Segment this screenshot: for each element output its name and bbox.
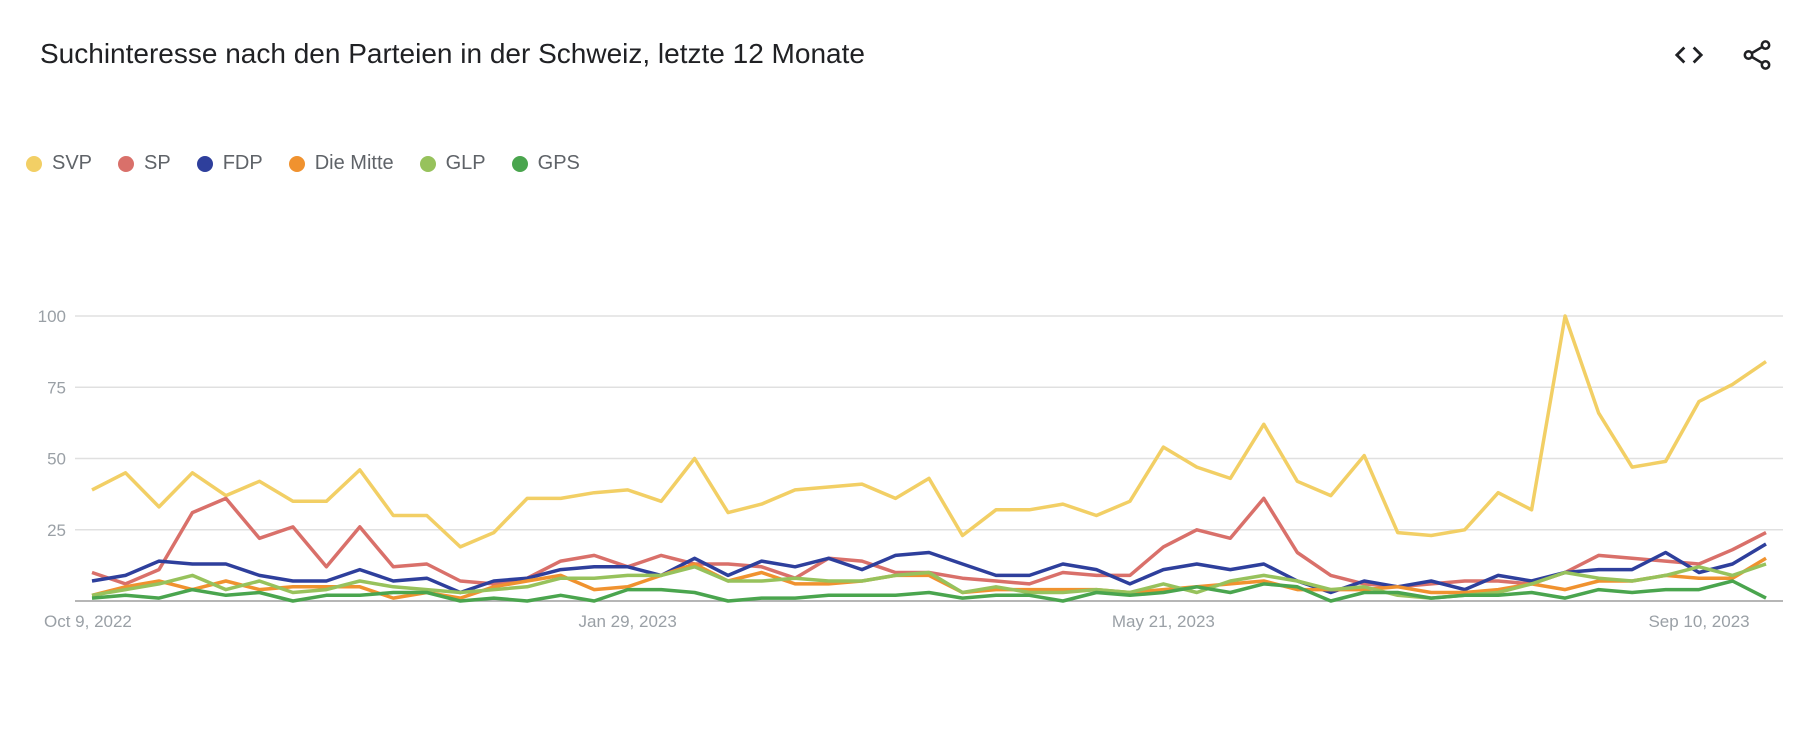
legend-item[interactable]: SVP [26, 152, 92, 175]
x-tick-label: Jan 29, 2023 [579, 612, 677, 631]
x-tick-label: Oct 9, 2022 [44, 612, 132, 631]
legend-item[interactable]: FDP [196, 152, 263, 175]
series-line-fdp [91, 542, 1767, 595]
legend-label: GLP [445, 152, 486, 174]
page-title: Suchinteresse nach den Parteien in der S… [40, 38, 865, 69]
toolbar [1672, 38, 1774, 72]
legend-label: GPS [537, 152, 580, 174]
legend-item[interactable]: GPS [511, 152, 580, 175]
legend-label: SVP [52, 152, 93, 174]
legend-item[interactable]: SP [118, 152, 171, 175]
legend-dot-icon [196, 155, 213, 172]
legend-dot-icon [118, 155, 135, 172]
legend-dot-icon [288, 155, 305, 172]
legend-item[interactable]: GLP [419, 152, 486, 175]
series-line-gps [91, 579, 1767, 603]
legend-label: Die Mitte [314, 152, 394, 174]
y-tick-label: 50 [47, 450, 66, 469]
series-line-svp [91, 314, 1767, 549]
legend-dot-icon [419, 155, 436, 172]
legend: SVP SP FDP Die Mitte GLP GPS [26, 152, 580, 175]
y-tick-label: 75 [47, 378, 66, 397]
x-tick-label: May 21, 2023 [1112, 612, 1215, 631]
code-icon[interactable] [1672, 38, 1706, 72]
legend-label: FDP [222, 152, 263, 174]
x-tick-label: Sep 10, 2023 [1648, 612, 1749, 631]
series-line-glp [91, 562, 1767, 600]
y-tick-label: 25 [47, 521, 66, 540]
y-tick-label: 100 [38, 307, 66, 326]
legend-dot-icon [26, 155, 42, 172]
share-icon[interactable] [1740, 38, 1774, 72]
series-line-die-mitte [91, 556, 1767, 600]
legend-label: SP [144, 152, 171, 174]
legend-item[interactable]: Die Mitte [288, 152, 394, 175]
legend-dot-icon [511, 155, 528, 172]
